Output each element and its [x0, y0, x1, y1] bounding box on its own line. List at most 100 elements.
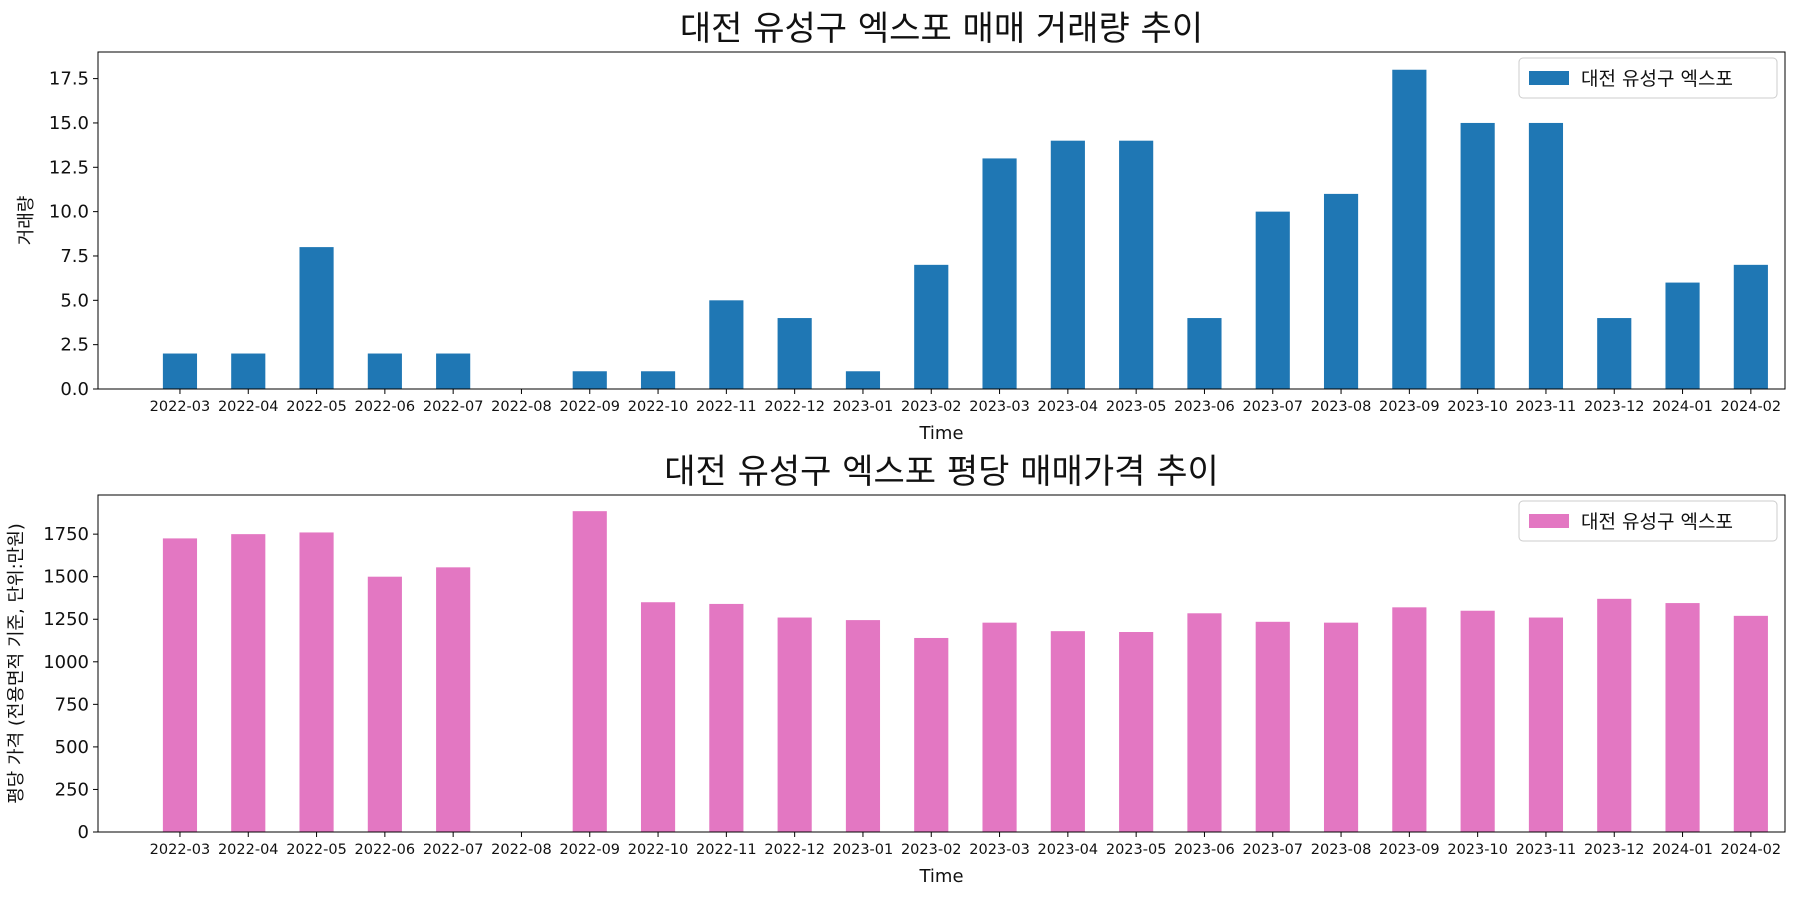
- x-tick-label: 2023-04: [1038, 399, 1099, 415]
- y-tick-label: 500: [55, 737, 89, 758]
- x-tick-label: 2022-09: [559, 842, 620, 858]
- x-tick-label: 2023-05: [1106, 399, 1167, 415]
- y-tick-label: 12.5: [49, 157, 89, 178]
- bar-2022-03: [162, 538, 198, 832]
- bar-2023-06: [1187, 613, 1222, 832]
- x-tick-label: 2022-05: [286, 399, 347, 415]
- x-tick-label: 2022-11: [696, 842, 757, 858]
- bar-2022-11: [709, 603, 744, 832]
- bar-2022-09: [572, 511, 607, 832]
- x-tick-label: 2022-03: [150, 842, 211, 858]
- x-tick-label: 2022-05: [286, 842, 347, 858]
- y-tick-label: 2.5: [60, 335, 89, 356]
- x-tick-label: 2022-06: [355, 399, 416, 415]
- x-tick-label: 2022-10: [628, 399, 689, 415]
- bar-2024-01: [1665, 603, 1700, 832]
- y-tick-label: 250: [55, 779, 89, 800]
- x-tick-label: 2023-05: [1106, 842, 1167, 858]
- bar-2022-07: [436, 567, 471, 832]
- legend-label: 대전 유성구 엑스포: [1581, 68, 1733, 90]
- x-tick-label: 2023-12: [1584, 399, 1645, 415]
- bar-2023-07: [1255, 621, 1290, 832]
- y-tick-label: 1250: [43, 609, 89, 630]
- bar-2022-05: [299, 247, 334, 389]
- plot-frame: [97, 494, 1786, 833]
- y-tick-label: 1750: [43, 524, 89, 545]
- bar-2024-01: [1665, 282, 1700, 389]
- x-tick-label: 2023-04: [1038, 842, 1099, 858]
- x-tick-label: 2023-03: [969, 842, 1030, 858]
- x-tick-label: 2022-04: [218, 399, 279, 415]
- x-tick-label: 2023-11: [1516, 399, 1577, 415]
- x-tick-label: 2024-02: [1721, 842, 1782, 858]
- x-tick-label: 2022-08: [491, 399, 552, 415]
- y-tick-label: 0: [78, 822, 89, 843]
- x-tick-label: 2023-10: [1447, 842, 1508, 858]
- bar-2022-06: [367, 576, 402, 832]
- legend-box: [1518, 500, 1778, 542]
- bar-2023-11: [1528, 122, 1564, 390]
- x-tick-label: 2023-02: [901, 842, 962, 858]
- x-tick-label: 2023-08: [1311, 842, 1372, 858]
- bar-2022-12: [777, 318, 812, 389]
- bar-2023-08: [1323, 622, 1359, 832]
- bar-2022-10: [640, 371, 676, 389]
- bar-2023-06: [1187, 318, 1222, 389]
- y-axis-label: 거래량: [16, 196, 37, 246]
- x-tick-label: 2023-09: [1379, 842, 1440, 858]
- x-tick-label: 2022-07: [423, 842, 484, 858]
- x-tick-label: 2022-08: [491, 842, 552, 858]
- y-tick-label: 10.0: [49, 202, 89, 223]
- bar-2022-10: [640, 602, 676, 832]
- x-tick-label: 2024-02: [1721, 399, 1782, 415]
- x-tick-label: 2024-01: [1652, 842, 1713, 858]
- bar-2023-05: [1119, 140, 1154, 389]
- chart-panel-2: 대전 유성구 엑스포 평당 매매가격 추이 2022-03 2022-04 2022-…: [6, 452, 1786, 887]
- bar-2022-04: [231, 353, 266, 389]
- x-tick-label: 2023-07: [1242, 399, 1303, 415]
- bar-2024-02: [1733, 615, 1768, 832]
- plot-frame: [97, 51, 1786, 390]
- y-tick-label: 7.5: [60, 246, 89, 267]
- bar-2022-04: [231, 534, 266, 832]
- bar-2022-06: [367, 353, 402, 389]
- bar-2023-05: [1119, 632, 1154, 832]
- bar-2023-04: [1050, 631, 1085, 832]
- legend-swatch: [1529, 71, 1569, 85]
- y-tick-label: 750: [55, 694, 89, 715]
- x-tick-label: 2024-01: [1652, 399, 1713, 415]
- bar-2024-02: [1733, 264, 1768, 389]
- chart-title: 대전 유성구 엑스포 평당 매매가격 추이: [664, 452, 1219, 492]
- bar-2022-11: [709, 300, 744, 389]
- x-tick-label: 2022-03: [150, 399, 211, 415]
- x-tick-label: 2022-12: [764, 399, 825, 415]
- x-tick-label: 2023-01: [833, 842, 894, 858]
- x-tick-label: 2023-01: [833, 399, 894, 415]
- x-tick-label: 2023-07: [1242, 842, 1303, 858]
- x-tick-label: 2023-08: [1311, 399, 1372, 415]
- bar-2022-07: [436, 353, 471, 389]
- bar-2023-10: [1460, 610, 1495, 832]
- x-tick-label: 2022-12: [764, 842, 825, 858]
- bar-2023-04: [1050, 140, 1085, 389]
- x-tick-label: 2023-06: [1174, 399, 1235, 415]
- x-tick-label: 2022-07: [423, 399, 484, 415]
- bar-2023-01: [845, 371, 881, 389]
- x-tick-label: 2023-06: [1174, 842, 1235, 858]
- legend-box: [1518, 57, 1778, 99]
- x-tick-label: 2022-10: [628, 842, 689, 858]
- y-tick-label: 1000: [43, 652, 89, 673]
- x-axis-label: Time: [918, 866, 963, 887]
- chart-panel-1: 대전 유성구 엑스포 매매 거래량 추이 2022-03 2022-04 2022-0…: [16, 9, 1786, 444]
- legend-swatch: [1529, 514, 1569, 528]
- x-tick-label: 2023-10: [1447, 399, 1508, 415]
- bar-2023-03: [982, 622, 1017, 832]
- bar-2022-05: [299, 532, 334, 832]
- x-tick-label: 2023-12: [1584, 842, 1645, 858]
- bar-2022-12: [777, 617, 812, 832]
- legend-label: 대전 유성구 엑스포: [1581, 511, 1733, 533]
- y-tick-label: 1500: [43, 567, 89, 588]
- x-tick-label: 2022-06: [355, 842, 416, 858]
- x-tick-label: 2022-11: [696, 399, 757, 415]
